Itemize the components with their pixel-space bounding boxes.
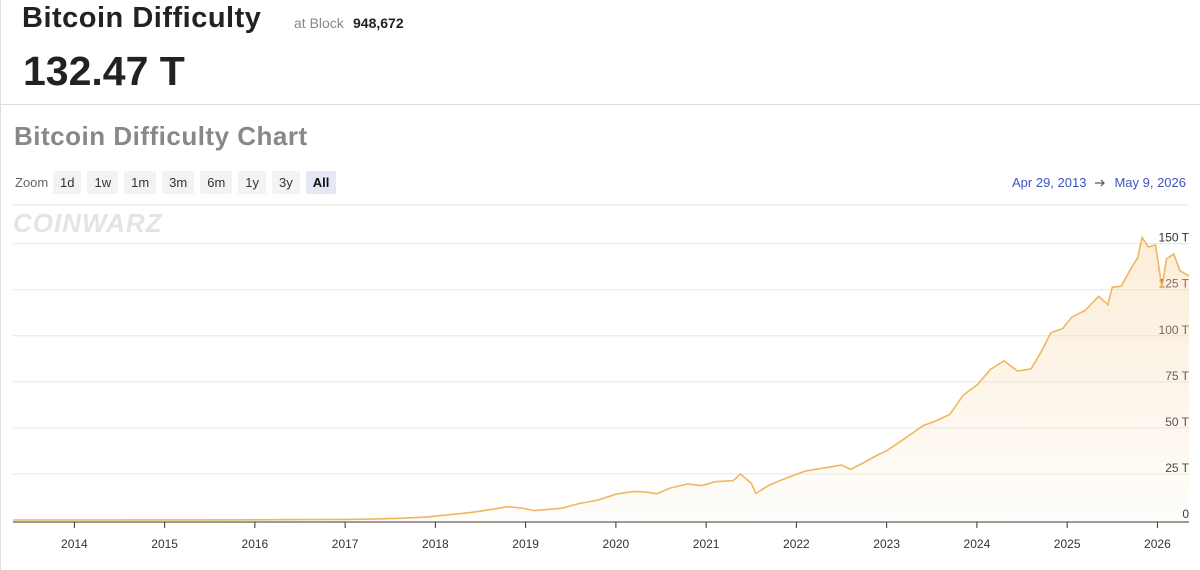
block-label: at Block (294, 15, 344, 31)
zoom-button[interactable]: All (305, 171, 337, 194)
x-tick-label: 2026 (1144, 537, 1171, 551)
arrow-icon (1095, 179, 1106, 186)
x-tick-label: 2021 (693, 537, 720, 551)
zoom-button[interactable]: 1y (238, 171, 267, 194)
page-title: Bitcoin Difficulty (22, 2, 262, 34)
watermark: COINWARZ (13, 208, 163, 238)
divider (1, 104, 1200, 105)
y-tick-label: 150 T (1159, 231, 1190, 245)
difficulty-line (13, 235, 1190, 521)
x-tick-label: 2022 (783, 537, 810, 551)
x-tick-label: 2020 (603, 537, 630, 551)
block-number: 948,672 (353, 15, 404, 31)
x-tick-label: 2018 (422, 537, 449, 551)
zoom-button[interactable]: 1d (53, 171, 82, 194)
area-fill (13, 237, 1189, 522)
zoom-button[interactable]: 6m (200, 171, 233, 194)
difficulty-value: 132.47 T (23, 48, 185, 94)
x-tick-label: 2024 (964, 537, 991, 551)
date-range: Apr 29, 2013 May 9, 2026 (1012, 175, 1186, 190)
x-tick-label: 2023 (873, 537, 900, 551)
chart-title: Bitcoin Difficulty Chart (14, 121, 308, 151)
x-tick-label: 2017 (332, 537, 359, 551)
date-from[interactable]: Apr 29, 2013 (1012, 175, 1087, 190)
zoom-button[interactable]: 1m (124, 171, 157, 194)
zoom-button[interactable]: 3m (162, 171, 195, 194)
zoom-label: Zoom (15, 175, 49, 190)
date-to[interactable]: May 9, 2026 (1114, 175, 1186, 190)
x-tick-label: 2014 (61, 537, 88, 551)
x-tick-label: 2016 (242, 537, 269, 551)
zoom-button[interactable]: 3y (272, 171, 300, 194)
zoom-button[interactable]: 1w (87, 171, 119, 194)
x-tick-label: 2015 (151, 537, 178, 551)
zoom-buttons: 1d 1w 1m 3m 6m 1y 3y All (53, 171, 337, 194)
x-tick-label: 2025 (1054, 537, 1081, 551)
x-tick-label: 2019 (512, 537, 539, 551)
